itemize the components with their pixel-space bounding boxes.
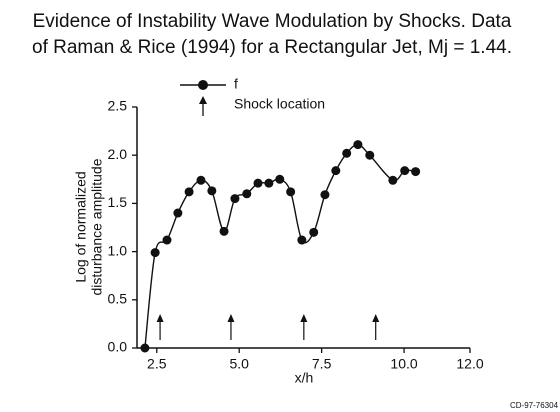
data-point xyxy=(219,226,229,236)
data-point xyxy=(297,235,307,245)
legend-marker xyxy=(198,80,208,90)
x-tick-label: 10.0 xyxy=(390,356,417,372)
data-point xyxy=(275,174,285,184)
data-point xyxy=(320,190,330,200)
data-point xyxy=(196,175,206,185)
y-axis-label: Log of normalized xyxy=(73,171,89,282)
legend-arrowhead xyxy=(199,96,207,104)
data-point xyxy=(342,148,352,158)
legend-label: f xyxy=(234,76,238,92)
shock-arrowhead xyxy=(300,314,308,322)
data-point xyxy=(242,189,252,199)
y-tick-label: 1.5 xyxy=(108,194,128,210)
data-point xyxy=(400,166,410,176)
data-point xyxy=(286,187,296,197)
x-tick-label: 5.0 xyxy=(229,356,249,372)
shock-arrowhead xyxy=(227,314,235,322)
y-axis-label: disturbance amplitude xyxy=(89,158,105,295)
data-point xyxy=(253,178,263,188)
x-tick-label: 12.0 xyxy=(456,356,483,372)
footnote: CD-97-76304 xyxy=(510,401,559,410)
data-point xyxy=(140,343,150,353)
y-tick-label: 2.0 xyxy=(108,146,128,162)
data-point xyxy=(365,150,375,160)
y-tick-label: 0.5 xyxy=(108,291,128,307)
data-point xyxy=(264,178,274,188)
x-tick-label: 2.5 xyxy=(147,356,167,372)
data-point xyxy=(162,235,172,245)
title-line: Evidence of Instability Wave Modulation … xyxy=(33,11,512,32)
data-point xyxy=(207,186,217,196)
data-point xyxy=(230,194,240,204)
title-line: of Raman & Rice (1994) for a Rectangular… xyxy=(32,37,512,58)
data-point xyxy=(411,167,421,177)
x-tick-label: 7.5 xyxy=(312,356,332,372)
data-point xyxy=(309,227,319,237)
y-tick-label: 2.5 xyxy=(108,98,128,114)
y-tick-label: 1.0 xyxy=(108,242,128,258)
shock-arrowhead xyxy=(372,314,380,322)
data-point xyxy=(150,248,160,258)
data-point xyxy=(173,208,183,218)
legend-label: Shock location xyxy=(234,96,325,112)
shock-arrowhead xyxy=(156,314,164,322)
data-point xyxy=(353,140,363,150)
data-point xyxy=(331,166,341,176)
data-point xyxy=(388,175,398,185)
x-axis-label: x/h xyxy=(295,370,314,386)
data-point xyxy=(184,187,194,197)
y-tick-label: 0.0 xyxy=(108,339,128,355)
